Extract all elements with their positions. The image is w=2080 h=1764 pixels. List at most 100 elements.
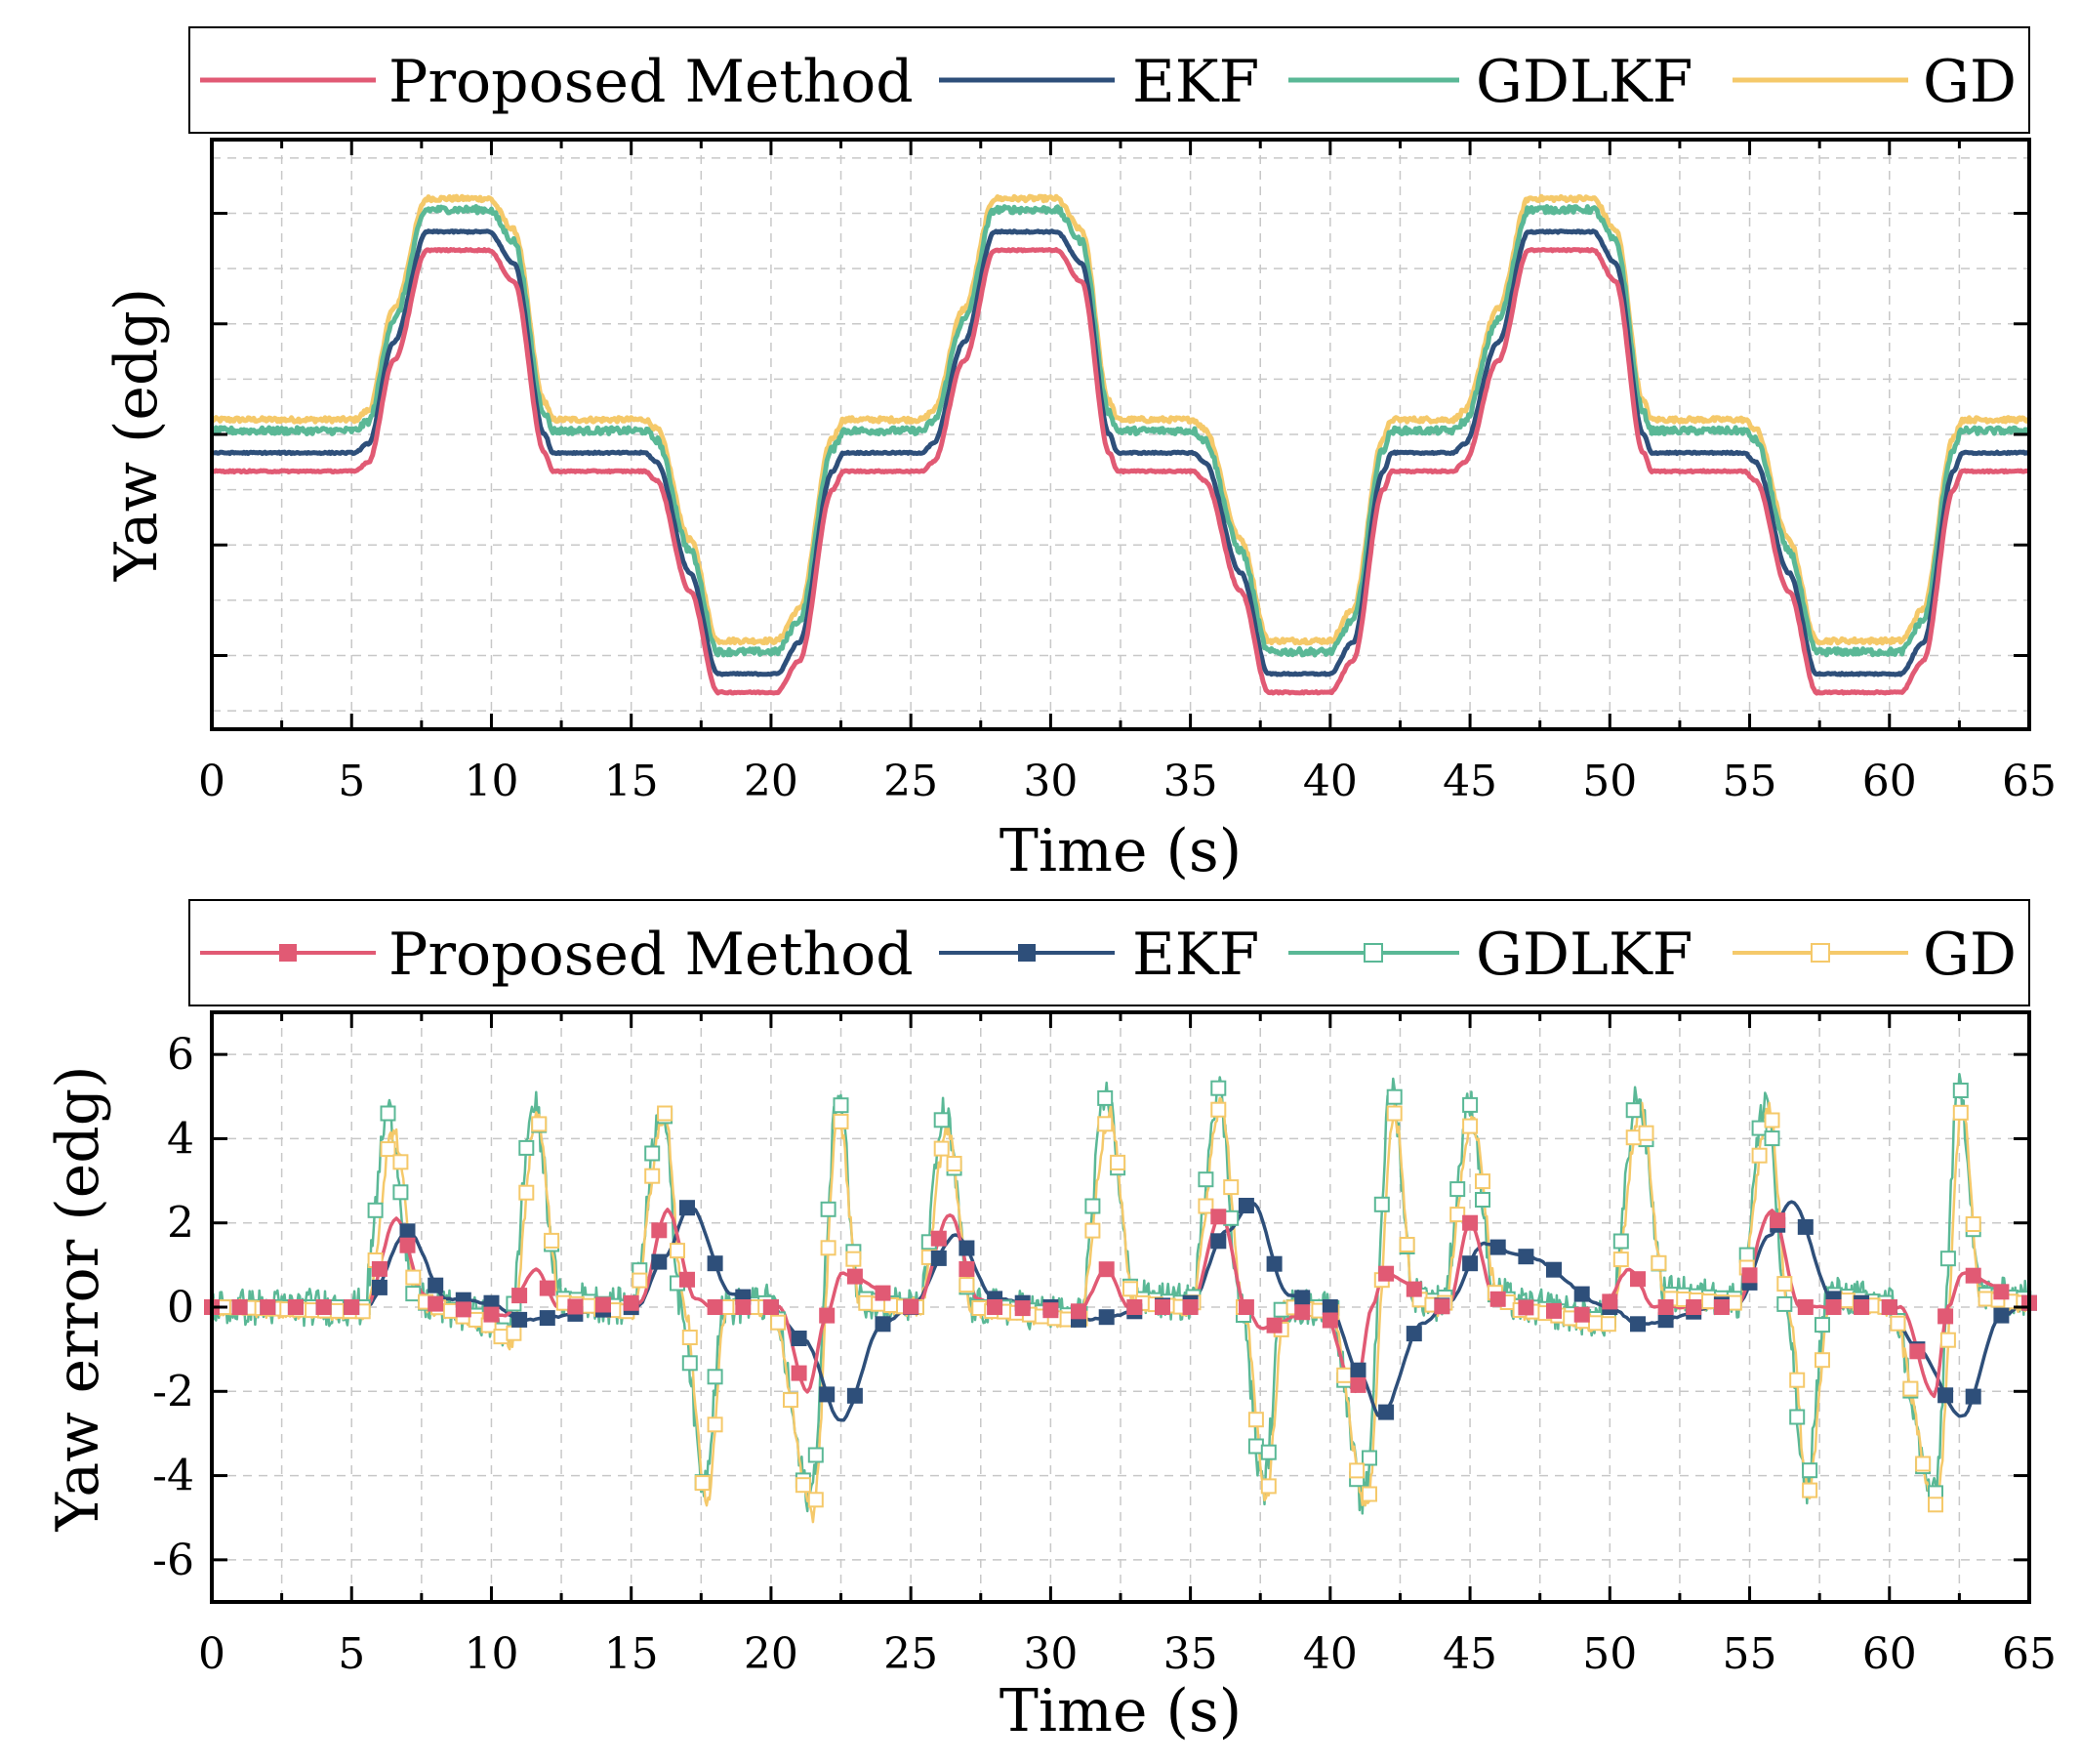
yaw-error-marker-proposed-method: [1462, 1214, 1479, 1231]
yaw-error-marker-ekf: [1462, 1255, 1479, 1272]
yaw-error-marker-proposed-method: [483, 1306, 500, 1323]
yaw-error-marker-gdlkf: [1952, 1083, 1969, 1098]
yaw-error-marker-ekf: [371, 1279, 387, 1295]
yaw-error-marker-gd: [783, 1392, 798, 1409]
yaw-error-marker-gdlkf: [707, 1369, 723, 1385]
yaw-x-tick-label: 0: [198, 757, 225, 806]
yaw-error-marker-gd: [657, 1105, 673, 1122]
yaw-error-marker-gd: [1349, 1462, 1366, 1479]
yaw-error-marker-gd: [1475, 1173, 1490, 1190]
yaw-error-marker-proposed-method: [846, 1268, 863, 1285]
yaw-error-marker-proposed-method: [875, 1285, 891, 1301]
yaw-error-marker-gd: [1399, 1237, 1415, 1252]
yaw-error-marker-proposed-method: [903, 1298, 919, 1315]
yaw-error-marker-ekf: [1489, 1239, 1506, 1255]
yaw-x-tick-label: 10: [464, 757, 518, 806]
yaw-error-marker-ekf: [1993, 1307, 2010, 1324]
yaw-error-marker-proposed-method: [735, 1299, 752, 1315]
yaw-series-line-ekf: [210, 228, 2031, 677]
yaw-error-marker-proposed-method: [455, 1301, 471, 1318]
yaw-error-marker-proposed-method: [1573, 1306, 1590, 1323]
yaw-error-marker-gd: [1764, 1112, 1780, 1128]
yaw-error-marker-gd: [1952, 1104, 1969, 1121]
yaw-error-marker-gdlkf: [1373, 1196, 1390, 1212]
yaw-error-x-tick-label: 0: [198, 1629, 225, 1679]
yaw-series-line-gdlkf: [210, 204, 2031, 658]
yaw-error-marker-proposed-method: [762, 1299, 779, 1315]
yaw-error-legend: Proposed Method EKF GDLKF GD: [188, 899, 2030, 1006]
yaw-x-tick-label: 50: [1582, 757, 1637, 806]
yaw-error-marker-gd: [946, 1156, 962, 1171]
yaw-error-grid: [212, 1012, 2029, 1602]
yaw-error-x-tick-label: 40: [1303, 1629, 1358, 1679]
yaw-error-legend-label-proposed: Proposed Method: [388, 921, 914, 989]
yaw-error-marker-proposed-method: [287, 1299, 304, 1315]
yaw-legend-label-ekf: EKF: [1132, 48, 1259, 116]
yaw-error-marker-ekf: [1573, 1286, 1590, 1302]
yaw-error-x-tick-labels: 0 5 10 15 20 25 30 35 40 45 50 55 60 65: [198, 1629, 2057, 1679]
yaw-legend: Proposed Method EKF GDLKF GD: [188, 26, 2030, 134]
yaw-legend-label-proposed: Proposed Method: [388, 48, 914, 116]
yaw-error-marker-gdlkf: [1475, 1192, 1490, 1208]
yaw-error-marker-gd: [1939, 1332, 1956, 1348]
yaw-error-marker-gd: [1638, 1125, 1654, 1141]
yaw-error-marker-proposed-method: [1489, 1291, 1506, 1307]
yaw-error-marker-ekf: [539, 1310, 555, 1327]
yaw-error-marker-gd: [632, 1272, 648, 1289]
yaw-error-legend-marker-proposed: [279, 944, 297, 962]
yaw-error-marker-gd: [1902, 1380, 1919, 1397]
yaw-x-tick-label: 60: [1862, 757, 1917, 806]
yaw-error-marker-proposed-method: [1406, 1281, 1422, 1297]
yaw-error-marker-proposed-method: [1350, 1376, 1366, 1393]
yaw-error-marker-proposed-method: [1182, 1299, 1199, 1315]
yaw-error-marker-gd: [1651, 1254, 1667, 1271]
yaw-series-line-proposed-method: [210, 247, 2031, 696]
yaw-error-marker-gd: [694, 1475, 711, 1492]
yaw-error-marker-proposed-method: [1825, 1299, 1842, 1315]
yaw-error-marker-gd: [1084, 1222, 1101, 1239]
yaw-error-marker-proposed-method: [231, 1299, 248, 1315]
yaw-error-marker-proposed-method: [1686, 1299, 1702, 1315]
yaw-error-marker-gd: [1789, 1372, 1806, 1388]
yaw-error-marker-ekf: [1238, 1198, 1254, 1213]
yaw-error-y-tick-label: 0: [167, 1283, 194, 1333]
yaw-error-marker-proposed-method: [1546, 1302, 1562, 1319]
yaw-legend-label-gd: GD: [1923, 48, 2017, 116]
yaw-error-marker-gd: [1210, 1101, 1227, 1118]
yaw-error-marker-proposed-method: [1937, 1308, 1954, 1325]
yaw-error-marker-gd: [544, 1232, 560, 1249]
yaw-error-marker-gd: [392, 1154, 409, 1170]
yaw-error-marker-ekf: [651, 1253, 668, 1270]
yaw-error-marker-proposed-method: [1210, 1209, 1227, 1225]
yaw-error-marker-proposed-method: [679, 1271, 695, 1288]
yaw-error-marker-gdlkf: [1751, 1120, 1768, 1136]
yaw-error-marker-proposed-method: [791, 1365, 807, 1381]
yaw-error-marker-gdlkf: [1362, 1450, 1377, 1466]
yaw-error-marker-proposed-method: [707, 1299, 723, 1315]
yaw-error-marker-gdlkf: [1386, 1088, 1403, 1105]
yaw-error-marker-gdlkf: [1939, 1251, 1956, 1267]
yaw-error-marker-gd: [670, 1243, 685, 1259]
yaw-error-marker-gd: [770, 1314, 787, 1331]
yaw-error-marker-gd: [1928, 1497, 1943, 1513]
yaw-error-marker-proposed-method: [344, 1299, 360, 1315]
yaw-legend-label-gdlkf: GDLKF: [1476, 48, 1693, 116]
yaw-error-marker-gd: [833, 1113, 849, 1129]
yaw-x-tick-label: 35: [1163, 757, 1218, 806]
yaw-error-x-tick-label: 5: [338, 1629, 365, 1679]
yaw-error-marker-proposed-method: [1993, 1284, 2010, 1300]
yaw-error-x-tick-label: 30: [1023, 1629, 1078, 1679]
yaw-error-marker-gd: [1260, 1478, 1277, 1495]
yaw-error-marker-gd: [1122, 1281, 1138, 1297]
yaw-error-marker-proposed-method: [1071, 1303, 1086, 1320]
yaw-error-marker-gd: [1965, 1216, 1981, 1232]
yaw-error-legend-marker-ekf: [1018, 944, 1036, 962]
yaw-error-marker-ekf: [958, 1240, 975, 1256]
yaw-error-marker-gd: [1776, 1276, 1793, 1292]
yaw-error-marker-gd: [1247, 1412, 1264, 1428]
yaw-error-marker-ekf: [1546, 1261, 1562, 1278]
yaw-error-x-tick-label: 45: [1443, 1629, 1497, 1679]
yaw-error-marker-proposed-method: [260, 1299, 276, 1315]
yaw-error-legend-marker-gdlkf: [1364, 943, 1383, 963]
yaw-error-marker-gd: [644, 1168, 661, 1184]
